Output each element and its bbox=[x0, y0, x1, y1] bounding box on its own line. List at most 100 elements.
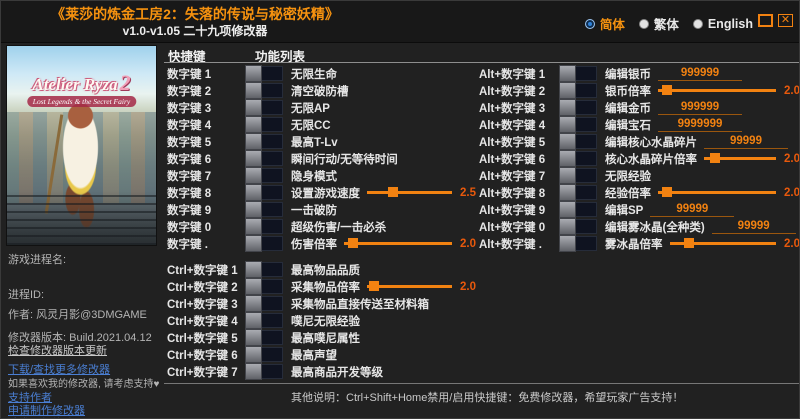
cheat-toggle[interactable] bbox=[245, 99, 283, 116]
language-label: English bbox=[707, 16, 753, 31]
process-name-label: 游戏进程名: bbox=[8, 254, 67, 266]
cheat-toggle[interactable] bbox=[245, 261, 283, 278]
support-note: 如果喜欢我的修改器, 请考虑支持♥ bbox=[8, 379, 160, 390]
toggle-knob-icon bbox=[245, 201, 262, 218]
language-option-traditional[interactable]: 繁体 bbox=[638, 14, 679, 33]
hotkey-label: 数字键 0 bbox=[167, 221, 212, 234]
radio-icon bbox=[638, 18, 649, 29]
hotkey-label: Alt+数字键 1 bbox=[479, 68, 546, 81]
cheat-toggle[interactable] bbox=[559, 133, 597, 150]
value-slider[interactable] bbox=[367, 187, 452, 197]
request-trainer-link[interactable]: 申请制作修改器 bbox=[8, 405, 85, 417]
request-update-link[interactable]: 请求更新修改器 bbox=[8, 415, 162, 418]
value-slider[interactable] bbox=[367, 281, 452, 291]
value-slider[interactable] bbox=[658, 85, 776, 95]
cheat-toggle[interactable] bbox=[245, 116, 283, 133]
cheat-toggle[interactable] bbox=[245, 363, 283, 380]
function-label: 无限经验 bbox=[605, 170, 651, 183]
value-input[interactable]: 99999 bbox=[650, 203, 735, 217]
titlebar: 《莱莎的炼金工房2：失落的传说与秘密妖精》 v1.0-v1.05 二十九项修改器… bbox=[1, 1, 799, 43]
value-input[interactable]: 999999 bbox=[658, 67, 742, 81]
hotkey-label: Alt+数字键 3 bbox=[479, 102, 546, 115]
function-label: 采集物品直接传送至材料箱 bbox=[291, 298, 429, 311]
cheat-toggle[interactable] bbox=[245, 312, 283, 329]
value-input[interactable]: 99999 bbox=[711, 220, 796, 234]
hotkey-label: Ctrl+数字键 6 bbox=[167, 349, 238, 362]
cheat-toggle[interactable] bbox=[245, 295, 283, 312]
cheat-toggle[interactable] bbox=[559, 65, 597, 82]
language-option-simplified[interactable]: 简体 bbox=[584, 14, 625, 33]
value-slider[interactable] bbox=[669, 238, 776, 248]
value-input[interactable]: 99999 bbox=[704, 135, 788, 149]
cheat-toggle[interactable] bbox=[245, 65, 283, 82]
alt-key-group: Alt+数字键 1 编辑银币 999999 Alt+数字键 2 银币倍率 2.0… bbox=[479, 65, 800, 252]
cheat-toggle[interactable] bbox=[245, 167, 283, 184]
minimize-icon[interactable] bbox=[758, 14, 773, 27]
value-input[interactable]: 9999999 bbox=[658, 118, 742, 132]
function-label: 编辑银币 bbox=[605, 68, 651, 81]
titlebar-text: 《莱莎的炼金工房2：失落的传说与秘密妖精》 v1.0-v1.05 二十九项修改器 bbox=[9, 5, 381, 39]
cheat-toggle[interactable] bbox=[245, 82, 283, 99]
cheat-toggle[interactable] bbox=[245, 184, 283, 201]
cheat-toggle[interactable] bbox=[559, 82, 597, 99]
cheat-toggle[interactable] bbox=[245, 346, 283, 363]
trainer-row: Ctrl+数字键 4 噗尼无限经验 bbox=[167, 312, 476, 329]
value-input[interactable]: 999999 bbox=[658, 101, 742, 115]
cheat-toggle[interactable] bbox=[245, 150, 283, 167]
trainer-row: Alt+数字键 0 编辑雾冰晶(全种类) 99999 bbox=[479, 218, 799, 235]
function-label: 无限CC bbox=[291, 119, 331, 132]
slider-handle[interactable] bbox=[387, 187, 398, 197]
toggle-knob-icon bbox=[245, 99, 262, 116]
value-slider[interactable] bbox=[658, 187, 776, 197]
more-trainers-link[interactable]: 下载/查找更多修改器 bbox=[8, 364, 111, 376]
toggle-knob-icon bbox=[559, 65, 576, 82]
radio-icon bbox=[692, 18, 703, 29]
footer-divider bbox=[164, 383, 799, 384]
slider-handle[interactable] bbox=[368, 281, 379, 291]
cheat-toggle[interactable] bbox=[559, 184, 597, 201]
trainer-row: Alt+数字键 3 编辑金币 999999 bbox=[479, 99, 799, 116]
cheat-toggle[interactable] bbox=[559, 201, 597, 218]
support-author-link[interactable]: 支持作者 bbox=[8, 392, 52, 404]
toggle-knob-icon bbox=[559, 116, 576, 133]
cheat-toggle[interactable] bbox=[559, 150, 597, 167]
slider-value: 2.0 bbox=[784, 237, 800, 250]
cover-railing bbox=[7, 191, 156, 245]
hotkey-label: Alt+数字键 . bbox=[479, 238, 542, 251]
close-icon[interactable]: ✕ bbox=[778, 14, 793, 27]
trainer-row: 数字键 0 超级伤害/一击必杀 bbox=[167, 218, 476, 235]
window-buttons: ✕ bbox=[758, 14, 793, 27]
slider-handle[interactable] bbox=[683, 238, 694, 248]
slider-handle[interactable] bbox=[709, 153, 720, 163]
slider-handle[interactable] bbox=[347, 238, 358, 248]
cheat-toggle[interactable] bbox=[245, 201, 283, 218]
trainer-row: 数字键 9 一击破防 bbox=[167, 201, 476, 218]
cheat-toggle[interactable] bbox=[559, 167, 597, 184]
value-slider[interactable] bbox=[704, 153, 776, 163]
trainer-row: Ctrl+数字键 3 采集物品直接传送至材料箱 bbox=[167, 295, 476, 312]
game-title: 《莱莎的炼金工房2：失落的传说与秘密妖精》 bbox=[51, 6, 339, 22]
slider-value: 2.0 bbox=[460, 237, 476, 250]
language-option-english[interactable]: English bbox=[692, 16, 753, 31]
trainer-row: Ctrl+数字键 7 最高商品开发等级 bbox=[167, 363, 476, 380]
numeric-key-group: 数字键 1 无限生命 数字键 2 清空破防槽 数字键 3 无限AP 数字键 4 … bbox=[167, 65, 476, 252]
cheat-toggle[interactable] bbox=[245, 218, 283, 235]
cheat-toggle[interactable] bbox=[245, 278, 283, 295]
hotkey-column-header: 快捷键 bbox=[168, 50, 206, 64]
radio-icon bbox=[584, 18, 595, 29]
cheat-toggle[interactable] bbox=[245, 235, 283, 252]
cheat-toggle[interactable] bbox=[245, 133, 283, 150]
slider-handle[interactable] bbox=[662, 187, 673, 197]
value-slider[interactable] bbox=[344, 238, 452, 248]
cheat-toggle[interactable] bbox=[559, 235, 597, 252]
check-update-link[interactable]: 检查修改器版本更新 bbox=[8, 345, 107, 357]
cheat-toggle[interactable] bbox=[559, 99, 597, 116]
hotkey-label: Ctrl+数字键 1 bbox=[167, 264, 238, 277]
hotkey-label: 数字键 6 bbox=[167, 153, 212, 166]
cover-title: Atelier Ryza2 bbox=[32, 70, 131, 95]
cheat-toggle[interactable] bbox=[559, 116, 597, 133]
cheat-toggle[interactable] bbox=[245, 329, 283, 346]
cheat-toggle[interactable] bbox=[559, 218, 597, 235]
slider-handle[interactable] bbox=[662, 85, 673, 95]
function-label: 雾冰晶倍率 bbox=[605, 238, 663, 251]
